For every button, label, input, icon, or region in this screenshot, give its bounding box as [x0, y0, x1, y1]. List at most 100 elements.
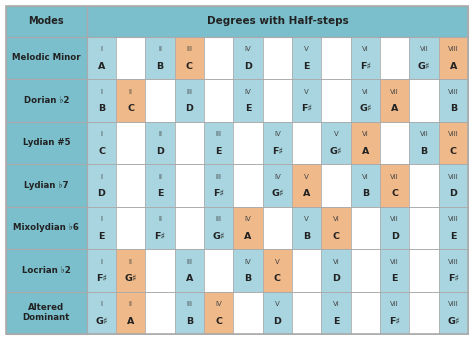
Text: F♯: F♯ — [448, 274, 459, 283]
Text: B: B — [98, 104, 105, 113]
Text: I: I — [100, 216, 102, 222]
Bar — [234, 291, 263, 334]
Text: IV: IV — [245, 46, 252, 52]
Text: VIII: VIII — [448, 89, 459, 95]
Text: C: C — [215, 317, 222, 326]
Text: VI: VI — [333, 301, 339, 307]
Bar — [351, 121, 380, 164]
Text: E: E — [450, 232, 456, 241]
Text: VII: VII — [390, 89, 399, 95]
Text: I: I — [100, 89, 102, 95]
Bar — [234, 79, 263, 121]
Bar — [6, 206, 87, 249]
Bar — [146, 291, 175, 334]
Text: III: III — [186, 259, 192, 265]
Bar — [292, 206, 321, 249]
Text: F♯: F♯ — [272, 147, 283, 156]
Text: VII: VII — [419, 131, 428, 137]
Text: VIII: VIII — [448, 131, 459, 137]
Bar — [146, 164, 175, 206]
Bar — [292, 36, 321, 79]
Text: G♯: G♯ — [125, 274, 137, 283]
Text: III: III — [186, 301, 192, 307]
Bar — [351, 291, 380, 334]
Text: C: C — [186, 62, 193, 71]
Text: VI: VI — [362, 89, 369, 95]
Text: IV: IV — [274, 174, 281, 180]
Text: VII: VII — [390, 174, 399, 180]
Text: B: B — [186, 317, 193, 326]
Bar — [204, 249, 234, 291]
Bar — [116, 36, 146, 79]
Text: E: E — [216, 147, 222, 156]
Text: Lydian #5: Lydian #5 — [23, 138, 70, 147]
Bar — [292, 121, 321, 164]
Bar — [87, 6, 468, 36]
Bar — [234, 36, 263, 79]
Text: III: III — [216, 174, 222, 180]
Text: B: B — [245, 274, 252, 283]
Bar — [321, 291, 351, 334]
Bar — [351, 206, 380, 249]
Text: II: II — [158, 46, 162, 52]
Bar — [380, 79, 410, 121]
Text: IV: IV — [215, 301, 222, 307]
Bar — [234, 164, 263, 206]
Text: D: D — [185, 104, 193, 113]
Bar — [87, 79, 116, 121]
Bar — [263, 121, 292, 164]
Text: VIII: VIII — [448, 301, 459, 307]
Text: C: C — [274, 274, 281, 283]
Text: F♯: F♯ — [213, 189, 224, 198]
Bar — [6, 121, 87, 164]
Bar — [263, 206, 292, 249]
Bar — [175, 121, 204, 164]
Bar — [146, 249, 175, 291]
Text: IV: IV — [274, 131, 281, 137]
Bar — [438, 36, 468, 79]
Text: I: I — [100, 46, 102, 52]
Text: D: D — [156, 147, 164, 156]
Bar — [116, 164, 146, 206]
Text: II: II — [129, 301, 133, 307]
Text: II: II — [158, 216, 162, 222]
Text: IV: IV — [245, 216, 252, 222]
Bar — [146, 79, 175, 121]
Bar — [175, 249, 204, 291]
Bar — [87, 206, 116, 249]
Bar — [438, 291, 468, 334]
Bar — [87, 164, 116, 206]
Text: III: III — [216, 216, 222, 222]
Text: G♯: G♯ — [359, 104, 372, 113]
Text: G♯: G♯ — [95, 317, 108, 326]
Bar — [321, 79, 351, 121]
Bar — [87, 36, 116, 79]
Text: Melodic Minor: Melodic Minor — [12, 53, 81, 62]
Bar — [87, 121, 116, 164]
Bar — [410, 249, 438, 291]
Text: I: I — [100, 131, 102, 137]
Text: II: II — [158, 131, 162, 137]
Text: A: A — [362, 147, 369, 156]
Text: Degrees with Half-steps: Degrees with Half-steps — [207, 16, 348, 26]
Bar — [410, 121, 438, 164]
Text: V: V — [275, 301, 280, 307]
Bar — [292, 291, 321, 334]
Bar — [116, 79, 146, 121]
Bar — [6, 36, 87, 79]
Text: VIII: VIII — [448, 46, 459, 52]
Bar — [175, 164, 204, 206]
Text: B: B — [303, 232, 310, 241]
Text: E: E — [392, 274, 398, 283]
Bar — [410, 79, 438, 121]
Bar — [175, 291, 204, 334]
Bar — [380, 36, 410, 79]
Text: VII: VII — [390, 259, 399, 265]
Bar — [116, 121, 146, 164]
Text: E: E — [303, 62, 310, 71]
Text: C: C — [98, 147, 105, 156]
Bar — [175, 36, 204, 79]
Text: D: D — [332, 274, 340, 283]
Text: IV: IV — [245, 259, 252, 265]
Text: E: E — [333, 317, 339, 326]
